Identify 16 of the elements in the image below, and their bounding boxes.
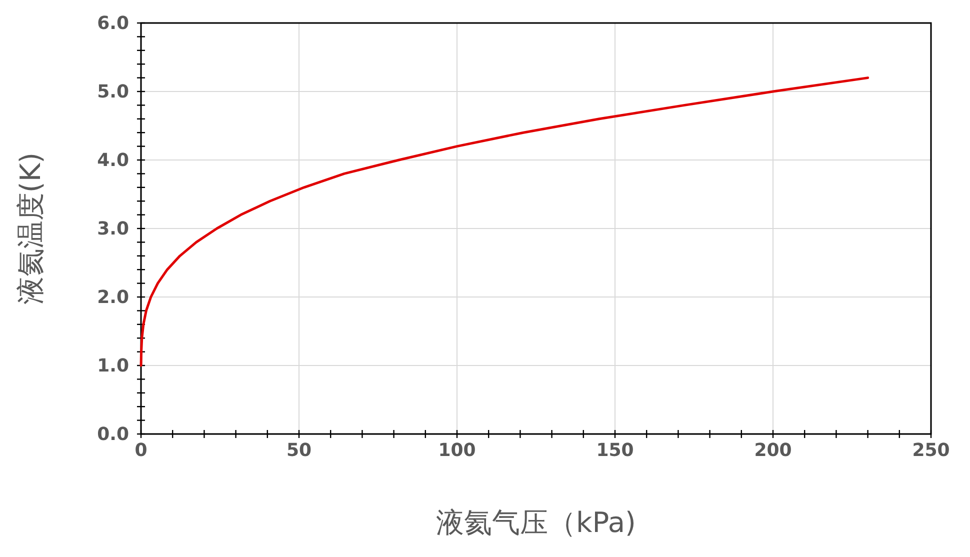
line-series [140,76,870,367]
y-tick-label: 2.0 [97,287,129,308]
x-tick-label: 50 [286,440,312,461]
x-tick-label: 200 [754,440,792,461]
y-tick-label: 6.0 [97,13,129,34]
x-tick-label: 100 [438,440,476,461]
x-tick-label: 150 [596,440,634,461]
x-axis-title: 液氦气压（kPa) [436,506,636,539]
y-tick-label: 4.0 [97,150,129,171]
x-tick-label: 250 [912,440,950,461]
y-tick-label: 1.0 [97,356,129,376]
x-tick-label: 0 [134,440,148,461]
y-tick-label: 3.0 [97,218,129,240]
y-tick-label: 5.0 [97,82,129,102]
y-tick-label: 0.0 [97,424,129,445]
y-axis-title: 液氦温度(K) [14,152,47,305]
